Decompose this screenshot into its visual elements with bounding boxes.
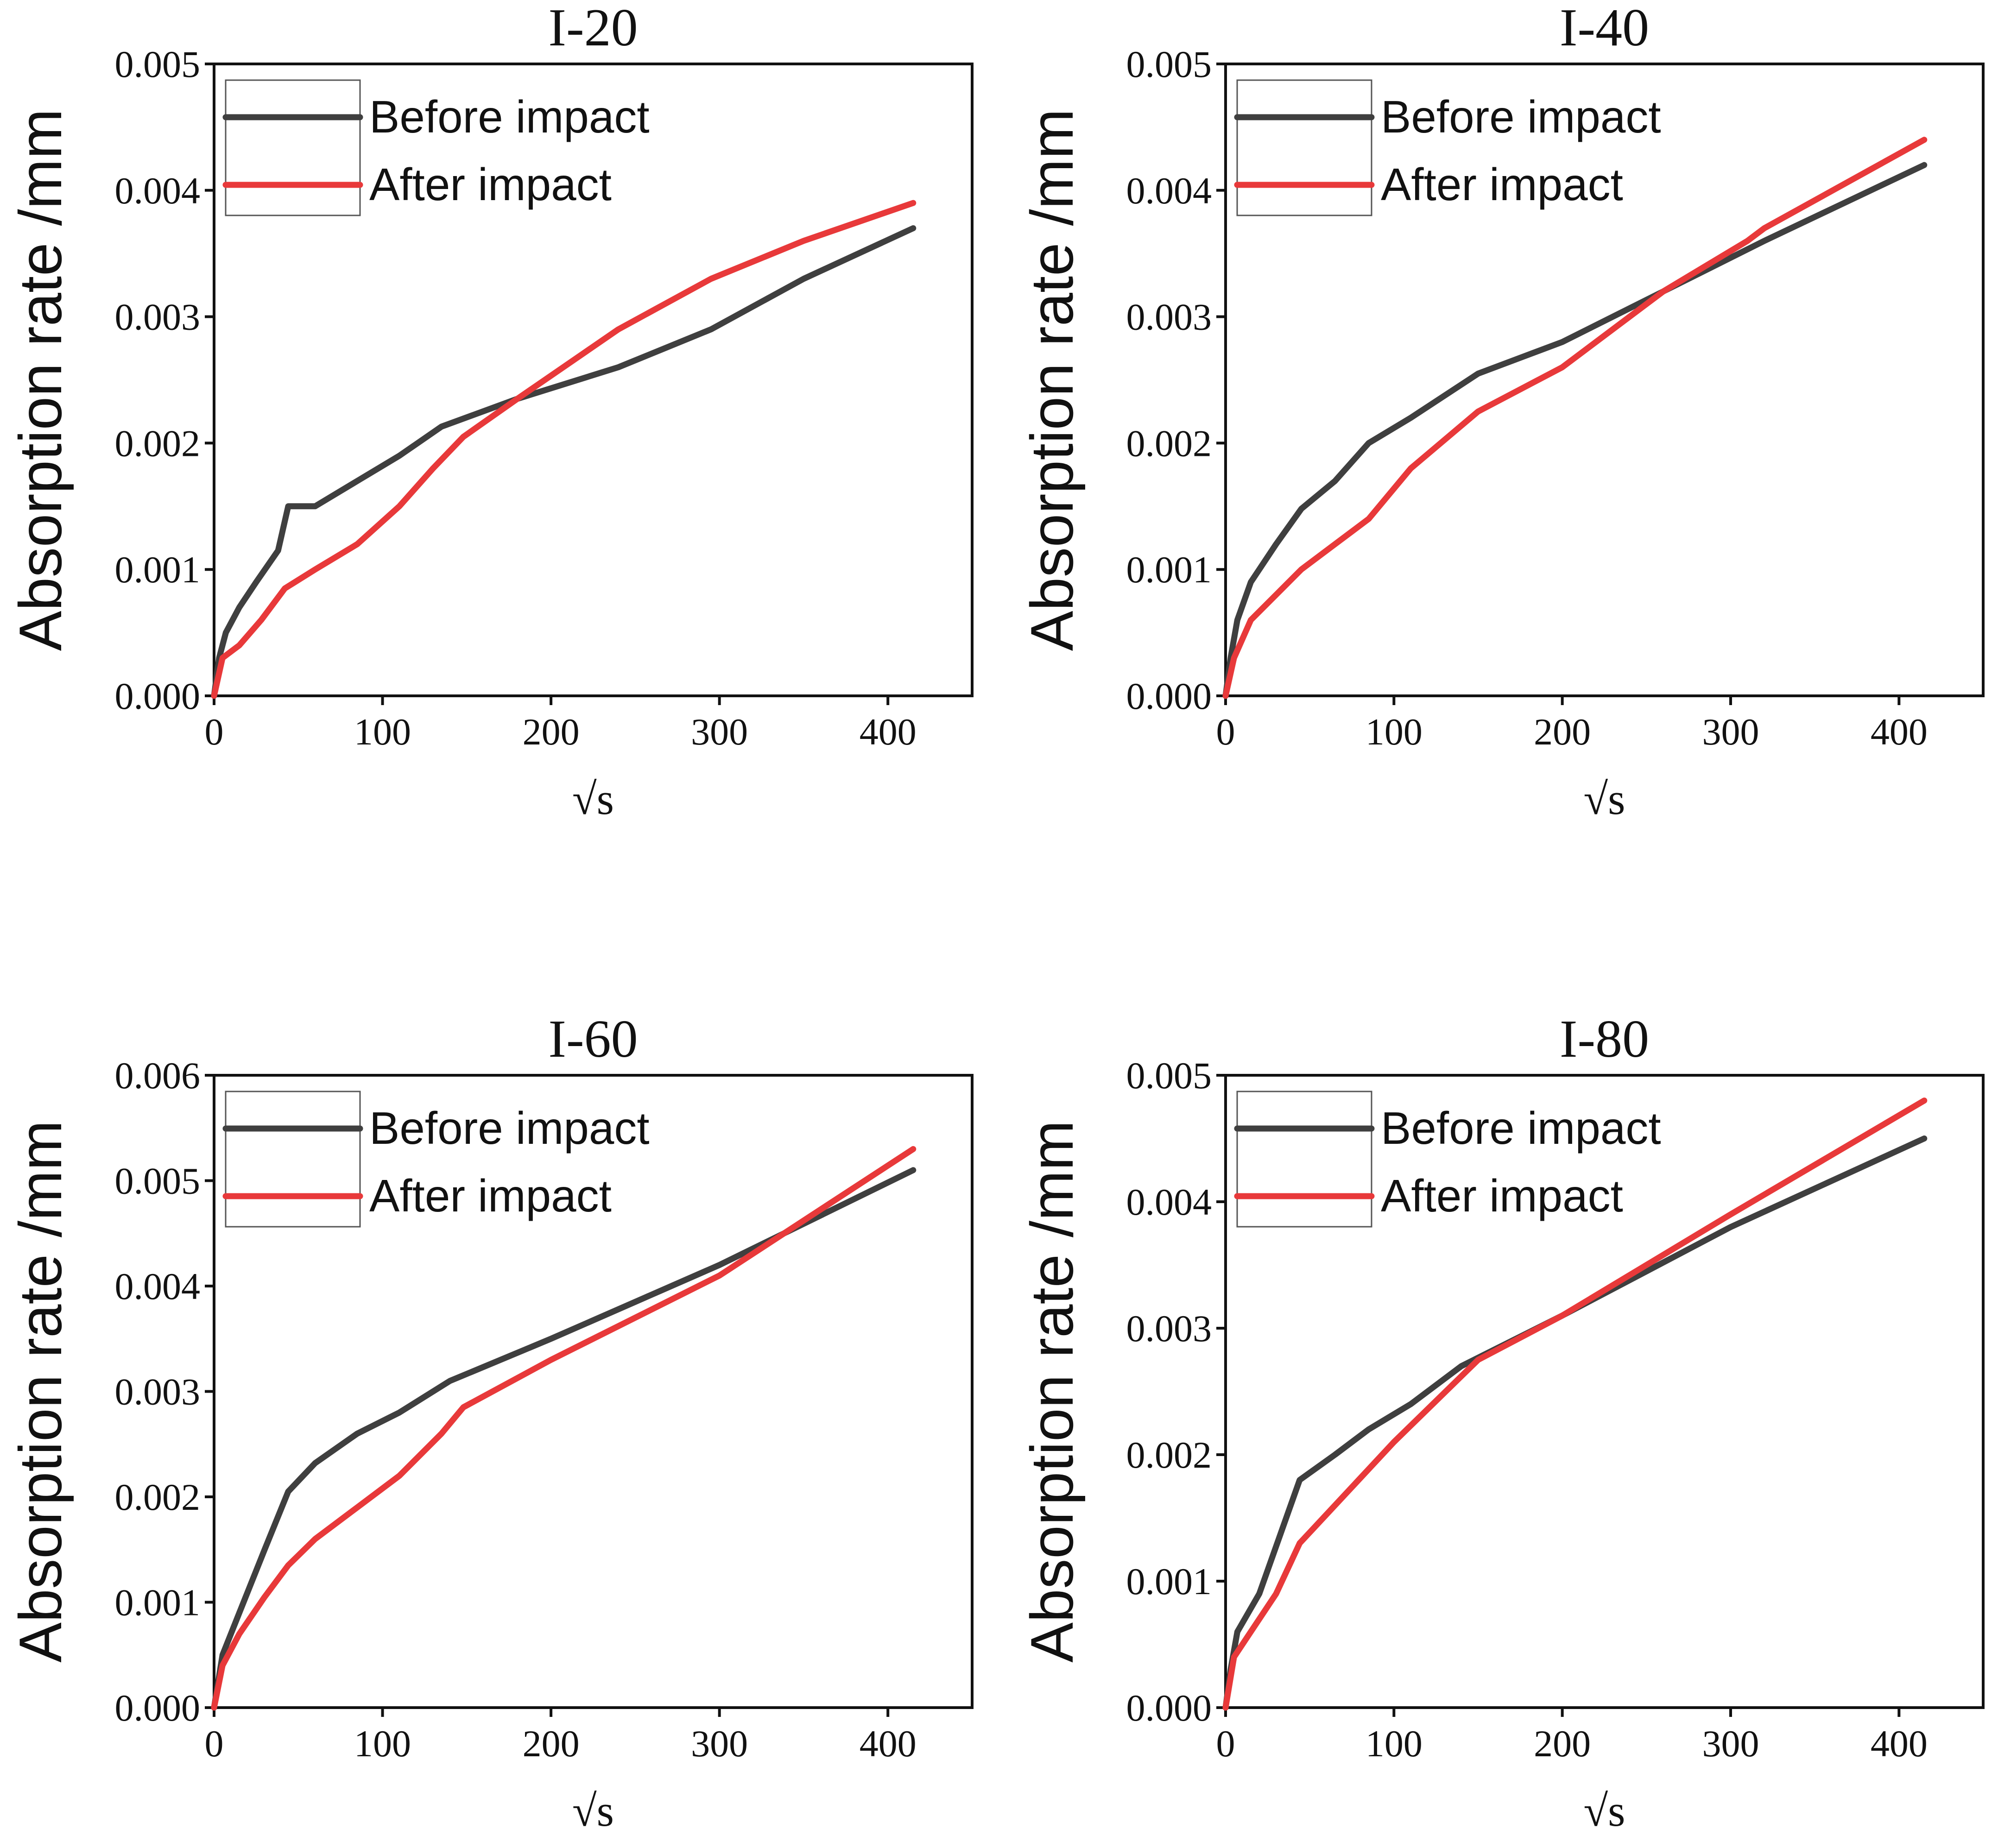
x-tick-label: 0 [205, 1722, 224, 1765]
legend-box [1236, 1091, 1372, 1228]
x-tick-label: 300 [1702, 711, 1759, 753]
y-tick-label: 0.002 [1126, 1434, 1212, 1476]
y-tick-label: 0.003 [115, 1371, 201, 1413]
legend-label: Before impact [369, 91, 650, 142]
y-tick-label: 0.001 [1126, 1560, 1212, 1602]
x-tick-label: 200 [523, 1722, 580, 1765]
y-tick-label: 0.005 [115, 1160, 201, 1202]
y-tick-label: 0.004 [1126, 170, 1212, 212]
legend-box [225, 1091, 361, 1228]
plot-frame [213, 63, 974, 697]
x-tick-label: 100 [1366, 1722, 1423, 1765]
x-axis-label: √s [1583, 774, 1625, 824]
plot-frame [1224, 1074, 1985, 1709]
y-tick-label: 0.001 [1126, 549, 1212, 591]
chart-panel-4: I-80 0 100 200 300 400 0.000 0.001 0.002 0.003 0.0… [1018, 1009, 1985, 1835]
y-tick-label: 0.004 [1126, 1181, 1212, 1223]
x-tick-label: 200 [1534, 1722, 1591, 1765]
chart-panel-3: I-60 0 100 200 300 400 0.000 0.001 0.002 0.003 0.0… [6, 1009, 974, 1835]
legend-label: After impact [369, 1170, 612, 1221]
y-tick-label: 0.005 [115, 43, 201, 85]
chart-title: I-40 [1560, 0, 1649, 57]
x-axis-label: √s [572, 1786, 614, 1835]
x-axis-label: √s [1583, 1786, 1625, 1835]
plot-frame [1224, 63, 1985, 697]
x-tick-label: 0 [205, 711, 224, 753]
chart-title: I-20 [548, 0, 638, 57]
legend-box [1236, 79, 1372, 216]
y-tick-label: 0.005 [1126, 1054, 1212, 1097]
legend: Before impact After impact [222, 79, 650, 216]
series-line-after-impact [1222, 1097, 1928, 1711]
x-tick-label: 400 [1871, 711, 1928, 753]
series-line-before-impact [1222, 1135, 1928, 1711]
legend-label: Before impact [1381, 91, 1661, 142]
y-axis-label: Absorption rate /mm [6, 1120, 74, 1662]
legend-label: After impact [1381, 159, 1623, 210]
chart-title: I-80 [1560, 1009, 1649, 1069]
x-tick-label: 400 [860, 711, 917, 753]
y-axis-label: Absorption rate /mm [1018, 109, 1086, 651]
legend-label: After impact [369, 159, 612, 210]
y-tick-label: 0.003 [115, 296, 201, 338]
legend: Before impact After impact [1234, 79, 1661, 216]
y-tick-label: 0.002 [1126, 422, 1212, 464]
x-tick-label: 300 [1702, 1722, 1759, 1765]
y-axis-label: Absorption rate /mm [6, 109, 74, 651]
x-tick-label: 0 [1216, 711, 1235, 753]
x-tick-label: 100 [354, 711, 411, 753]
series-line-after-impact [1222, 137, 1928, 699]
series-line-before-impact [1222, 162, 1928, 699]
legend-label: Before impact [1381, 1103, 1661, 1154]
y-tick-label: 0.000 [115, 1687, 201, 1729]
chart-panel-1: I-20 0 100 200 300 400 0.000 0.001 0.002 0.003 0.0… [6, 0, 974, 824]
x-tick-label: 300 [691, 1722, 748, 1765]
y-tick-label: 0.002 [115, 1476, 201, 1518]
x-axis-label: √s [572, 774, 614, 824]
legend: Before impact After impact [1234, 1091, 1661, 1228]
x-tick-label: 200 [1534, 711, 1591, 753]
legend-label: Before impact [369, 1103, 650, 1154]
series-line-before-impact [211, 1167, 917, 1711]
x-tick-label: 100 [1366, 711, 1423, 753]
legend-box [225, 79, 361, 216]
y-axis-label: Absorption rate /mm [1018, 1120, 1086, 1662]
y-tick-label: 0.006 [115, 1054, 201, 1097]
y-tick-label: 0.002 [115, 422, 201, 464]
y-tick-label: 0.000 [1126, 675, 1212, 717]
legend-label: After impact [1381, 1170, 1623, 1221]
series-line-after-impact [211, 1146, 917, 1711]
y-tick-label: 0.000 [1126, 1687, 1212, 1729]
chart-title: I-60 [548, 1009, 638, 1069]
y-tick-label: 0.000 [115, 675, 201, 717]
x-tick-label: 400 [1871, 1722, 1928, 1765]
series-line-after-impact [211, 200, 917, 699]
chart-panel-2: I-40 0 100 200 300 400 0.000 0.001 0.002 0.003 0.0… [1018, 0, 1985, 824]
y-tick-label: 0.004 [115, 1265, 201, 1307]
y-tick-label: 0.003 [1126, 296, 1212, 338]
y-tick-label: 0.001 [115, 549, 201, 591]
y-tick-label: 0.001 [115, 1582, 201, 1624]
legend: Before impact After impact [222, 1091, 650, 1228]
x-tick-label: 300 [691, 711, 748, 753]
series-line-before-impact [211, 225, 917, 699]
x-tick-label: 0 [1216, 1722, 1235, 1765]
x-tick-label: 200 [523, 711, 580, 753]
y-tick-label: 0.004 [115, 170, 201, 212]
x-tick-label: 100 [354, 1722, 411, 1765]
x-tick-label: 400 [860, 1722, 917, 1765]
y-tick-label: 0.003 [1126, 1307, 1212, 1350]
y-tick-label: 0.005 [1126, 43, 1212, 85]
